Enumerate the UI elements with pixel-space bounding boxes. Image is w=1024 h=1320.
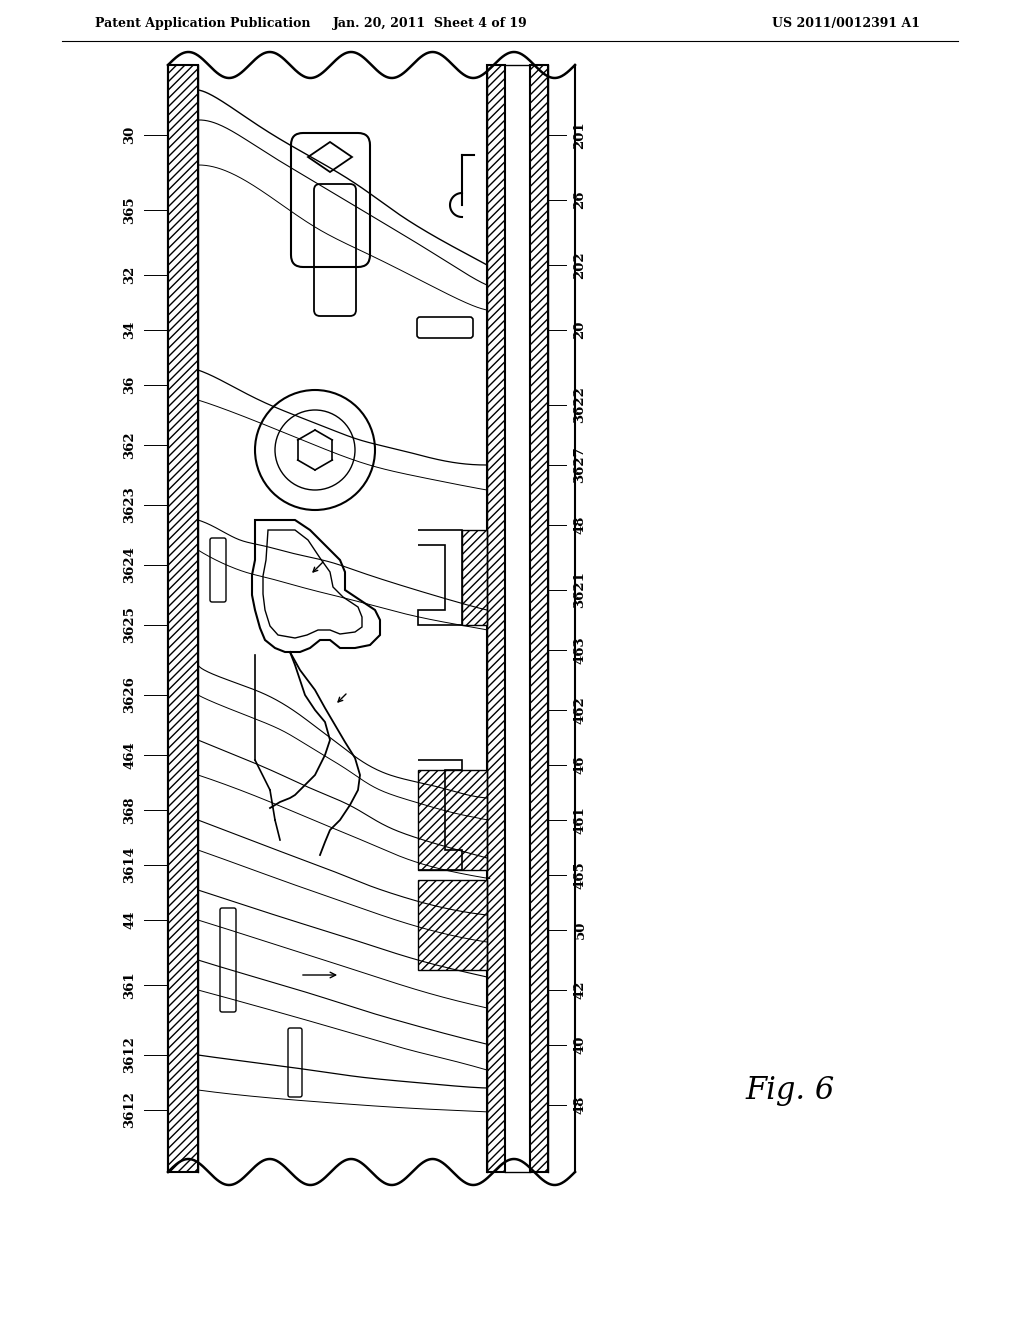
Bar [487,65,505,1172]
Text: 461: 461 [573,807,587,834]
Text: 44: 44 [124,911,136,929]
Text: 3624: 3624 [124,546,136,583]
Text: 36: 36 [124,376,136,395]
Text: 3622: 3622 [573,387,587,424]
Text: 48: 48 [573,516,587,535]
Text: 201: 201 [573,121,587,149]
Text: 3612: 3612 [124,1092,136,1129]
Text: 40: 40 [573,1036,587,1055]
Text: Jan. 20, 2011  Sheet 4 of 19: Jan. 20, 2011 Sheet 4 of 19 [333,17,527,30]
Text: 3625: 3625 [124,607,136,643]
Bar [168,65,198,1172]
Text: 202: 202 [573,251,587,279]
Text: 465: 465 [573,861,587,888]
Text: 464: 464 [124,741,136,768]
Text: 368: 368 [124,796,136,824]
Bar [418,880,487,970]
Text: 3621: 3621 [573,572,587,609]
Text: 365: 365 [124,197,136,224]
Text: US 2011/0012391 A1: US 2011/0012391 A1 [772,17,920,30]
Text: 46: 46 [573,756,587,775]
Text: 3627: 3627 [573,446,587,483]
Text: Fig. 6: Fig. 6 [745,1074,835,1106]
Text: Patent Application Publication: Patent Application Publication [95,17,310,30]
Text: 3614: 3614 [124,846,136,883]
Text: 32: 32 [124,265,136,284]
Text: 463: 463 [573,636,587,664]
Text: 30: 30 [124,125,136,144]
Text: 34: 34 [124,321,136,339]
Bar [462,531,487,624]
Bar [418,770,487,870]
Text: 3623: 3623 [124,487,136,523]
Text: 462: 462 [573,696,587,723]
Text: 50: 50 [573,921,587,940]
Text: 362: 362 [124,432,136,459]
Text: 3612: 3612 [124,1036,136,1073]
Text: 42: 42 [573,981,587,999]
Text: 26: 26 [573,191,587,210]
Text: 20: 20 [573,321,587,339]
Text: 361: 361 [124,972,136,999]
Bar [530,65,548,1172]
Text: 3626: 3626 [124,677,136,713]
Text: 48: 48 [573,1096,587,1114]
